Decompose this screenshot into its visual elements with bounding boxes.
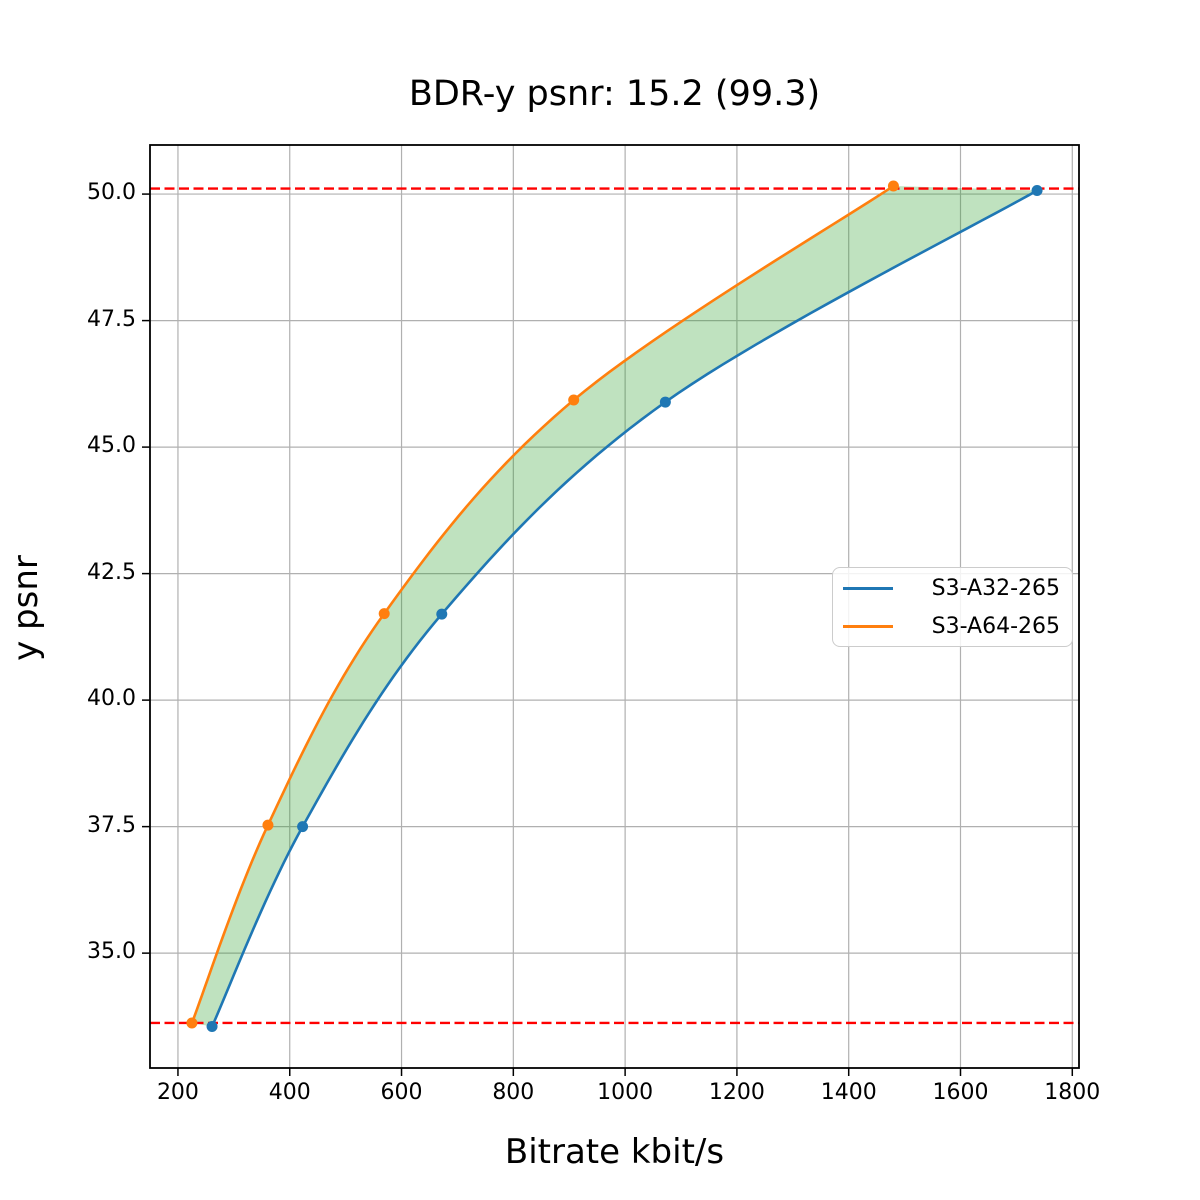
legend-line-sample (843, 624, 893, 628)
x-tick-label: 1000 (597, 1080, 654, 1105)
y-tick-label: 42.5 (87, 559, 136, 585)
data-point-marker (887, 180, 899, 192)
legend: S3-A32-265 S3-A64-265 (832, 567, 1073, 647)
x-tick-label: 200 (156, 1080, 199, 1105)
data-point-marker (378, 608, 390, 620)
data-point-marker (1031, 185, 1043, 197)
x-tick-label: 600 (380, 1080, 423, 1105)
y-tick-label: 47.5 (87, 306, 136, 332)
data-point-marker (262, 819, 274, 831)
data-point-marker (568, 394, 580, 406)
legend-line-sample (843, 586, 893, 590)
x-tick-label: 1800 (1044, 1080, 1101, 1105)
legend-label: S3-A64-265 (931, 613, 1060, 639)
chart-title: BDR-y psnr: 15.2 (99.3) (408, 74, 821, 114)
x-tick-label: 1600 (932, 1080, 989, 1105)
data-point-marker (659, 396, 671, 408)
x-axis-label: Bitrate kbit/s (504, 1132, 725, 1172)
x-tick-label: 1200 (708, 1080, 765, 1105)
y-tick-label: 50.0 (87, 180, 136, 206)
y-tick-label: 37.5 (87, 812, 136, 838)
plot-frame (149, 144, 1080, 1069)
legend-item: S3-A64-265 (843, 611, 1060, 641)
y-tick-label: 45.0 (87, 433, 136, 459)
legend-item: S3-A32-265 (843, 573, 1060, 603)
data-point-marker (297, 821, 309, 833)
y-tick-label: 35.0 (87, 939, 136, 965)
legend-label: S3-A32-265 (931, 575, 1060, 601)
x-tick-label: 1400 (820, 1080, 877, 1105)
x-tick-label: 800 (492, 1080, 535, 1105)
y-tick-label: 40.0 (87, 686, 136, 712)
data-point-marker (206, 1021, 218, 1033)
data-point-marker (436, 608, 448, 620)
x-tick-label: 400 (268, 1080, 311, 1105)
data-point-marker (186, 1017, 198, 1029)
